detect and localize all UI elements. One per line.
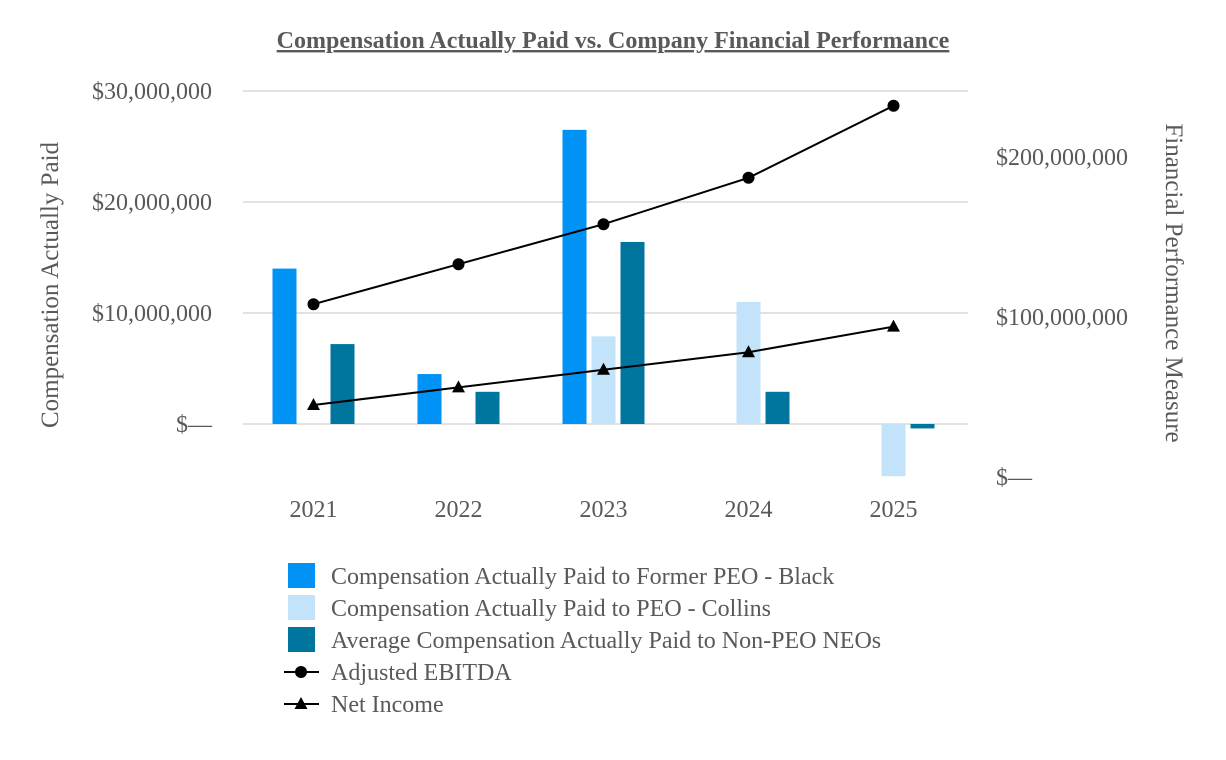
x-tick-label: 2023 [580, 497, 628, 523]
legend-label: Net Income [331, 692, 444, 718]
legend-marker [294, 697, 308, 709]
y2-tick-label: $100,000,000 [996, 305, 1128, 331]
bar [562, 129, 587, 424]
bar [910, 424, 935, 429]
y2-tick-label: $— [996, 465, 1033, 491]
bar [330, 344, 355, 424]
bar [272, 268, 297, 424]
y-tick-label: $30,000,000 [92, 79, 212, 105]
line-point [742, 171, 755, 184]
bar [881, 424, 906, 477]
line-point [887, 99, 900, 112]
legend-label: Compensation Actually Paid to Former PEO… [331, 564, 834, 590]
line-point [452, 258, 465, 271]
y-axis-ticks: $30,000,000 $20,000,000 $10,000,000 $— [92, 79, 213, 438]
lines [307, 99, 900, 410]
bar [736, 301, 761, 424]
line-point [597, 362, 610, 375]
x-tick-label: 2022 [435, 497, 483, 523]
bars [272, 129, 935, 477]
line-point [742, 345, 755, 358]
bar [765, 391, 790, 424]
line-point [887, 319, 900, 332]
line-point [597, 218, 610, 231]
y2-axis-title: Financial Performance Measure [1160, 123, 1187, 442]
bar [591, 336, 616, 424]
x-tick-label: 2025 [870, 497, 918, 523]
legend: Compensation Actually Paid to Former PEO… [284, 563, 881, 718]
x-tick-label: 2024 [725, 497, 773, 523]
x-tick-label: 2021 [290, 497, 338, 523]
legend-swatch [288, 563, 315, 588]
line-point [307, 398, 320, 410]
legend-label: Compensation Actually Paid to PEO - Coll… [331, 596, 771, 622]
y-tick-label: $10,000,000 [92, 301, 212, 327]
line-point [452, 380, 465, 393]
y-tick-label: $20,000,000 [92, 190, 212, 216]
legend-swatch [288, 595, 315, 620]
y-axis-title: Compensation Actually Paid [37, 141, 64, 428]
legend-label: Adjusted EBITDA [331, 660, 512, 686]
bar [417, 374, 442, 424]
y2-axis-ticks: $200,000,000 $100,000,000 $— [996, 145, 1128, 491]
legend-swatch [288, 627, 315, 652]
legend-marker [295, 666, 307, 678]
series-line [313, 104, 894, 306]
bar [475, 391, 500, 424]
y-tick-label: $— [176, 412, 213, 438]
chart-title: Compensation Actually Paid vs. Company F… [277, 28, 950, 54]
bar [620, 241, 645, 424]
y2-tick-label: $200,000,000 [996, 145, 1128, 171]
legend-label: Average Compensation Actually Paid to No… [331, 628, 881, 654]
line-point [307, 298, 320, 311]
x-axis-ticks: 2021 2022 2023 2024 2025 [290, 497, 918, 523]
